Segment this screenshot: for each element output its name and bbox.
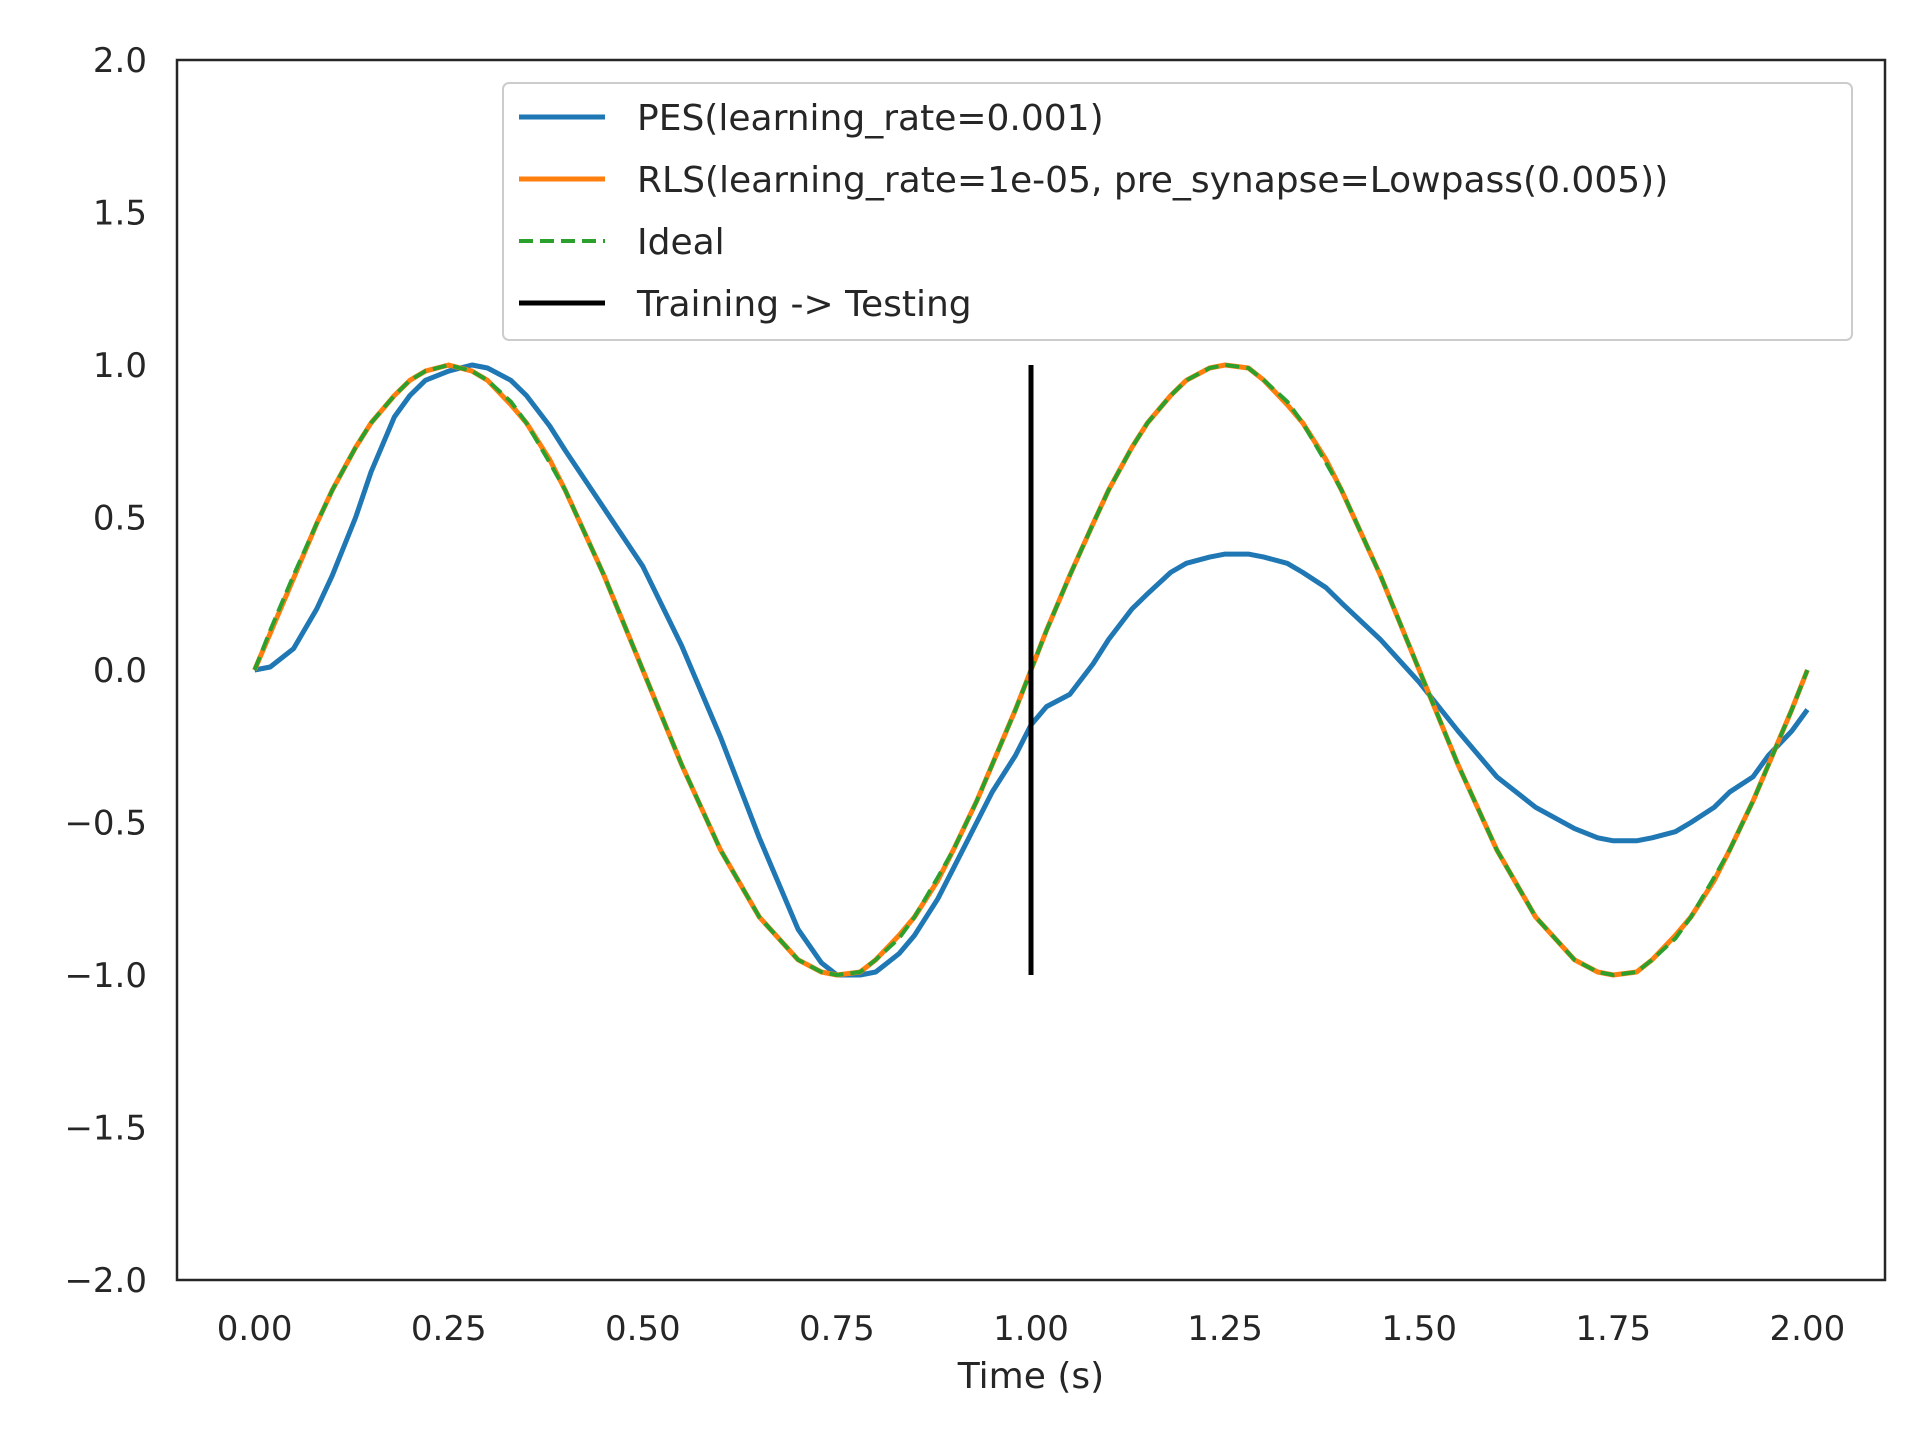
legend-box — [502, 82, 1853, 341]
y-tick-label: 1.0 — [93, 346, 147, 386]
plot-lines — [252, 362, 1810, 978]
y-tick-label: 1.5 — [93, 194, 147, 234]
legend-entry: RLS(learning_rate=1e-05, pre_synapse=Low… — [637, 160, 1668, 201]
y-tick-label: 0.0 — [93, 651, 147, 691]
y-tick-label: −1.0 — [64, 956, 147, 996]
y-tick-label: 0.5 — [93, 499, 147, 539]
x-tick-label: 2.00 — [1770, 1309, 1846, 1349]
y-tick-label: 2.0 — [93, 41, 147, 81]
legend-entry: Training -> Testing — [636, 284, 972, 325]
legend-entry: PES(learning_rate=0.001) — [637, 98, 1104, 139]
x-tick-label: 0.50 — [605, 1309, 681, 1349]
y-tick-label: −2.0 — [64, 1261, 147, 1301]
y-axis-ticks: 2.0 1.5 1.0 0.5 0.0 −0.5 −1.0 −1.5 −2.0 — [64, 41, 147, 1301]
x-axis-ticks: 0.00 0.25 0.50 0.75 1.00 1.25 1.50 1.75 2.00 — [217, 1309, 1845, 1349]
plot-frame — [175, 58, 1887, 1282]
x-tick-label: 0.75 — [799, 1309, 875, 1349]
x-tick-label: 0.00 — [217, 1309, 293, 1349]
x-tick-label: 1.75 — [1575, 1309, 1651, 1349]
x-tick-label: 0.25 — [411, 1309, 487, 1349]
y-tick-label: −1.5 — [64, 1109, 147, 1149]
x-tick-label: 1.50 — [1381, 1309, 1457, 1349]
y-tick-label: −0.5 — [64, 804, 147, 844]
legend-entry: Ideal — [637, 222, 725, 263]
x-tick-label: 1.00 — [993, 1309, 1069, 1349]
x-tick-label: 1.25 — [1187, 1309, 1263, 1349]
legend: PES(learning_rate=0.001) RLS(learning_rat… — [502, 82, 1853, 341]
x-axis-label: Time (s) — [957, 1356, 1104, 1397]
